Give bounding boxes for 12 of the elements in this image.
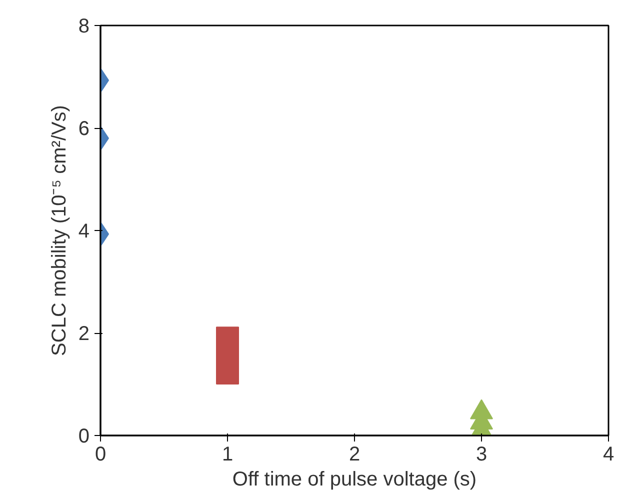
x-axis-title: Off time of pulse voltage (s) [232,468,477,490]
y-tick-label: 2 [78,323,90,345]
x-tick-label: 3 [476,444,488,466]
x-tick-label: 2 [348,444,360,466]
x-tick-label: 0 [94,444,106,466]
y-axis-title: SCLC mobility (10⁻⁵ cm²/Vs) [48,105,70,356]
x-tick-label: 1 [222,444,234,466]
x-tick-label: 4 [602,444,614,466]
y-tick-label: 0 [78,426,90,448]
y-tick-label: 4 [78,220,90,242]
y-tick-label: 6 [78,118,90,140]
y-tick-label: 8 [78,16,90,38]
